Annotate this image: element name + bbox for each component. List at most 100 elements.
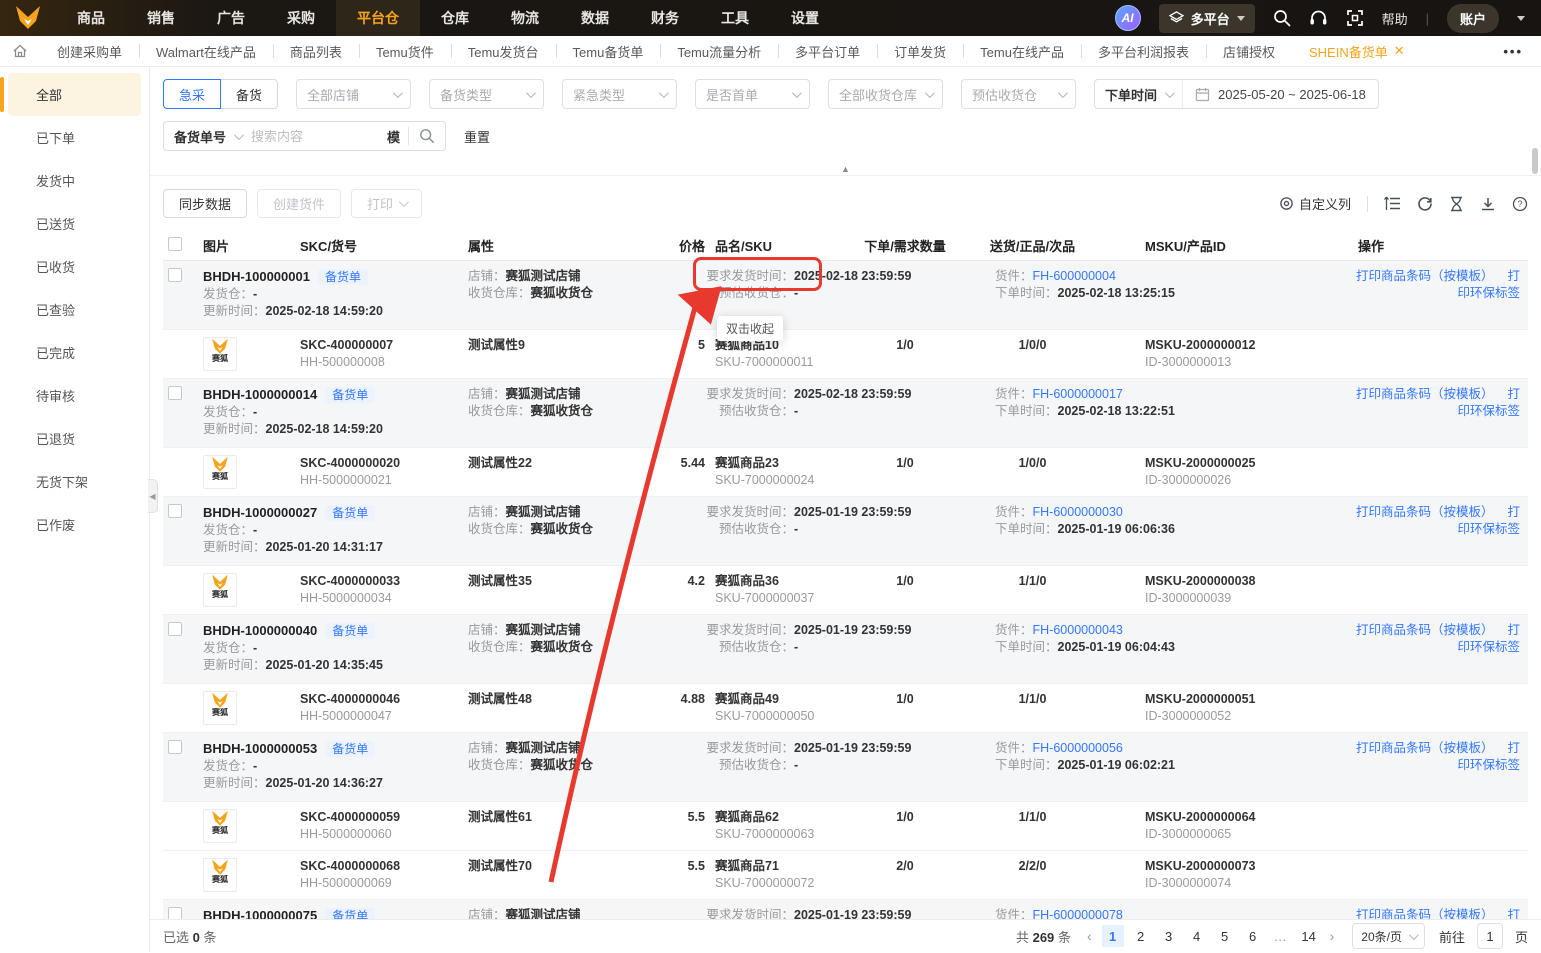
sidebar-item-无货下架[interactable]: 无货下架 bbox=[36, 475, 89, 490]
home-icon[interactable] bbox=[0, 43, 40, 59]
search-field-select[interactable]: 备货单号 bbox=[164, 127, 251, 146]
date-range-picker[interactable]: 2025-05-20 ~ 2025-06-18 bbox=[1183, 80, 1378, 108]
page-number-5[interactable]: 5 bbox=[1220, 928, 1229, 944]
product-thumbnail[interactable]: 赛狐 bbox=[203, 809, 237, 843]
sidebar-item-全部[interactable]: 全部 bbox=[0, 73, 141, 116]
tab-Walmart在线产品[interactable]: Walmart在线产品 bbox=[139, 36, 273, 66]
sidebar-item-已退货[interactable]: 已退货 bbox=[36, 432, 76, 447]
page-number-3[interactable]: 3 bbox=[1164, 928, 1173, 944]
print-eco-label-link[interactable]: 打印环保标签 bbox=[1457, 505, 1520, 536]
sidebar-collapse-icon[interactable]: ◀ bbox=[148, 479, 158, 513]
print-barcode-link[interactable]: 打印商品条码（按模板） bbox=[1355, 908, 1494, 919]
ai-assistant-button[interactable]: AI bbox=[1114, 5, 1141, 31]
shipment-link[interactable]: FH-6000000078 bbox=[1032, 908, 1123, 919]
shipment-link[interactable]: FH-6000000056 bbox=[1032, 741, 1123, 755]
filter-select-是否首单[interactable]: 是否首单 bbox=[695, 79, 811, 109]
stock-order-badge[interactable]: 备货单 bbox=[317, 269, 368, 285]
quick-filter-备货[interactable]: 备货 bbox=[220, 79, 279, 109]
prev-page-button[interactable]: ‹ bbox=[1086, 928, 1092, 944]
nav-item-仓库[interactable]: 仓库 bbox=[441, 10, 469, 26]
page-number-2[interactable]: 2 bbox=[1136, 928, 1145, 944]
account-button[interactable]: 账户 bbox=[1446, 3, 1499, 33]
print-eco-label-link[interactable]: 打印环保标签 bbox=[1457, 741, 1520, 772]
print-eco-label-link[interactable]: 打印环保标签 bbox=[1507, 908, 1520, 919]
platform-switcher[interactable]: 多平台 bbox=[1158, 3, 1255, 33]
page-ellipsis[interactable]: … bbox=[1273, 928, 1288, 944]
page-number-4[interactable]: 4 bbox=[1192, 928, 1201, 944]
reset-button[interactable]: 重置 bbox=[464, 129, 491, 145]
sidebar-item-待审核[interactable]: 待审核 bbox=[36, 389, 76, 404]
row-checkbox[interactable] bbox=[168, 268, 182, 282]
filter-select-预估收货仓[interactable]: 预估收货仓 bbox=[961, 79, 1077, 109]
page-size-select[interactable]: 20条/页 bbox=[1352, 923, 1425, 949]
collapse-filters-strip[interactable]: ▲ bbox=[150, 163, 1541, 176]
quick-filter-急采[interactable]: 急采 bbox=[163, 79, 222, 109]
shipment-link[interactable]: FH-6000000017 bbox=[1032, 387, 1123, 401]
sync-data-button[interactable]: 同步数据 bbox=[163, 189, 248, 218]
nav-item-平台仓[interactable]: 平台仓 bbox=[336, 0, 420, 36]
nav-item-物流[interactable]: 物流 bbox=[511, 10, 539, 26]
product-thumbnail[interactable]: 赛狐 bbox=[203, 691, 237, 725]
download-icon[interactable] bbox=[1480, 196, 1496, 212]
apps-grid-icon[interactable] bbox=[1346, 9, 1364, 27]
tab-多平台订单[interactable]: 多平台订单 bbox=[778, 36, 877, 66]
hourglass-icon[interactable] bbox=[1449, 196, 1464, 212]
print-eco-label-link[interactable]: 打印环保标签 bbox=[1457, 269, 1520, 300]
nav-item-设置[interactable]: 设置 bbox=[791, 10, 819, 26]
nav-item-数据[interactable]: 数据 bbox=[581, 10, 609, 26]
sidebar-item-已完成[interactable]: 已完成 bbox=[36, 346, 76, 361]
select-all-checkbox[interactable] bbox=[168, 236, 182, 251]
close-icon[interactable]: ✕ bbox=[1393, 43, 1405, 58]
more-tabs-button[interactable]: ••• bbox=[1503, 43, 1523, 59]
tab-创建采购单[interactable]: 创建采购单 bbox=[57, 44, 123, 60]
tab-商品列表[interactable]: 商品列表 bbox=[272, 36, 359, 66]
vertical-scrollbar[interactable] bbox=[1532, 148, 1538, 174]
page-number-1[interactable]: 1 bbox=[1101, 925, 1124, 947]
help-icon[interactable]: ? bbox=[1512, 196, 1528, 212]
row-checkbox[interactable] bbox=[168, 907, 182, 919]
print-eco-label-link[interactable]: 打印环保标签 bbox=[1457, 623, 1520, 654]
row-checkbox[interactable] bbox=[168, 504, 182, 518]
next-page-button[interactable]: › bbox=[1329, 928, 1335, 944]
row-checkbox[interactable] bbox=[168, 386, 182, 400]
nav-item-采购[interactable]: 采购 bbox=[287, 10, 315, 26]
sidebar-item-发货中[interactable]: 发货中 bbox=[36, 174, 76, 189]
filter-select-全部收货仓库[interactable]: 全部收货仓库 bbox=[828, 79, 944, 109]
print-eco-label-link[interactable]: 打印环保标签 bbox=[1457, 387, 1520, 418]
row-checkbox[interactable] bbox=[168, 622, 182, 636]
print-barcode-link[interactable]: 打印商品条码（按模板） bbox=[1355, 269, 1494, 283]
goto-page-input[interactable] bbox=[1476, 923, 1503, 949]
filter-select-全部店铺[interactable]: 全部店铺 bbox=[296, 79, 412, 109]
headset-icon[interactable] bbox=[1309, 9, 1328, 27]
tab-Temu货件[interactable]: Temu货件 bbox=[358, 36, 451, 66]
nav-item-销售[interactable]: 销售 bbox=[147, 10, 175, 26]
tab-订单发货[interactable]: 订单发货 bbox=[877, 36, 963, 66]
account-caret-icon[interactable] bbox=[1517, 15, 1525, 21]
sidebar-item-已作废[interactable]: 已作废 bbox=[36, 518, 76, 533]
stock-order-badge[interactable]: 备货单 bbox=[325, 741, 376, 757]
tab-Temu发货台[interactable]: Temu发货台 bbox=[450, 36, 556, 66]
page-number-14[interactable]: 14 bbox=[1301, 928, 1316, 944]
nav-item-商品[interactable]: 商品 bbox=[77, 10, 105, 26]
search-icon[interactable] bbox=[1273, 9, 1291, 27]
sidebar-item-已查验[interactable]: 已查验 bbox=[36, 303, 76, 318]
tab-Temu在线产品[interactable]: Temu在线产品 bbox=[963, 36, 1081, 66]
stock-order-badge[interactable]: 备货单 bbox=[325, 623, 376, 639]
product-thumbnail[interactable]: 赛狐 bbox=[203, 337, 237, 371]
print-barcode-link[interactable]: 打印商品条码（按模板） bbox=[1355, 741, 1494, 755]
fuzzy-toggle[interactable]: 模 bbox=[387, 129, 401, 145]
search-button[interactable] bbox=[409, 128, 445, 144]
customize-columns-button[interactable]: 自定义列 bbox=[1279, 194, 1351, 213]
help-link[interactable]: 帮助 bbox=[1381, 11, 1408, 27]
stock-order-badge[interactable]: 备货单 bbox=[325, 908, 376, 919]
sidebar-item-已收货[interactable]: 已收货 bbox=[36, 260, 76, 275]
product-thumbnail[interactable]: 赛狐 bbox=[203, 858, 237, 892]
stock-order-badge[interactable]: 备货单 bbox=[325, 505, 376, 521]
sidebar-item-已送货[interactable]: 已送货 bbox=[36, 217, 76, 232]
product-thumbnail[interactable]: 赛狐 bbox=[203, 573, 237, 607]
row-checkbox[interactable] bbox=[168, 740, 182, 754]
refresh-icon[interactable] bbox=[1417, 196, 1433, 212]
nav-item-广告[interactable]: 广告 bbox=[217, 10, 245, 26]
tab-店铺授权[interactable]: 店铺授权 bbox=[1205, 36, 1292, 66]
print-barcode-link[interactable]: 打印商品条码（按模板） bbox=[1355, 505, 1494, 519]
